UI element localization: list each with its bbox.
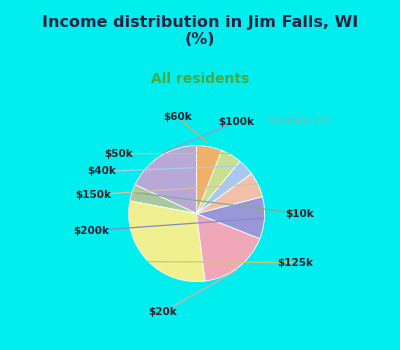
- Text: $100k: $100k: [218, 117, 254, 127]
- Text: $60k: $60k: [163, 112, 192, 122]
- Text: $200k: $200k: [73, 226, 109, 236]
- Wedge shape: [130, 185, 197, 214]
- Wedge shape: [129, 201, 205, 282]
- Text: $125k: $125k: [277, 258, 313, 267]
- Text: All residents: All residents: [151, 72, 249, 86]
- Wedge shape: [197, 214, 260, 281]
- Text: Income distribution in Jim Falls, WI
(%): Income distribution in Jim Falls, WI (%): [42, 15, 358, 47]
- Wedge shape: [197, 161, 252, 214]
- Text: $40k: $40k: [87, 167, 116, 176]
- Text: $50k: $50k: [104, 149, 133, 159]
- Text: $20k: $20k: [148, 307, 177, 317]
- Wedge shape: [135, 146, 197, 214]
- Text: $10k: $10k: [286, 209, 314, 219]
- Wedge shape: [197, 197, 264, 239]
- Wedge shape: [197, 150, 240, 214]
- Wedge shape: [197, 174, 262, 214]
- Text: $150k: $150k: [75, 190, 111, 200]
- Wedge shape: [197, 146, 222, 214]
- Text: City-Data.com: City-Data.com: [268, 116, 332, 125]
